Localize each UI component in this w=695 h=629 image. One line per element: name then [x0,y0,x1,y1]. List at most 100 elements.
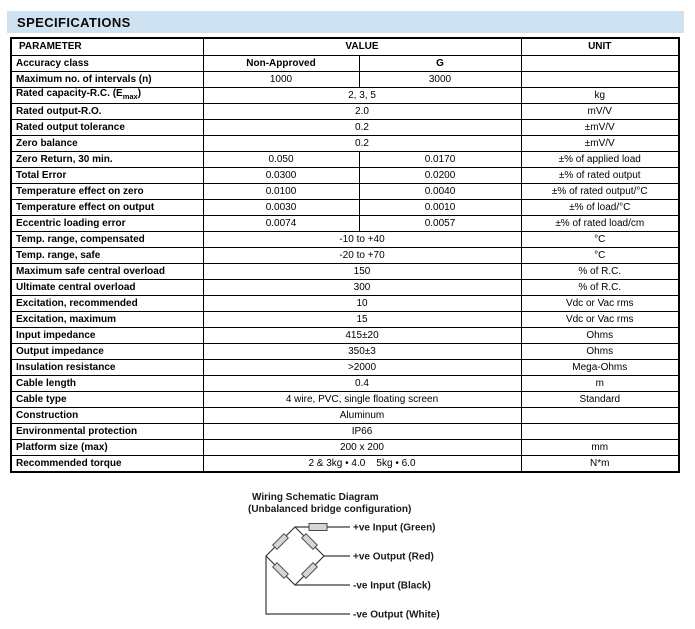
table-row: Eccentric loading error 0.0074 0.0057 ±%… [10,215,680,232]
wiring-diagram-title: Wiring Schematic Diagram [252,492,379,503]
unit-cell: ±mV/V [520,135,680,152]
unit-cell [520,71,680,88]
value-cell: 415±20 [202,327,522,344]
table-row: Construction Aluminum [10,407,680,424]
table-row: Maximum safe central overload 150 % of R… [10,263,680,280]
table-row: Temp. range, safe -20 to +70 °C [10,247,680,264]
value-cell: 1000 [202,71,360,88]
value-cell: 15 [202,311,522,328]
param-cell: Temperature effect on output [10,199,204,216]
param-cell: Recommended torque [10,455,204,473]
value-cell: 350±3 [202,343,522,360]
param-cell: Eccentric loading error [10,215,204,232]
value-cell: 0.0100 [202,183,360,200]
value-cell: 0.0300 [202,167,360,184]
unit-cell: mV/V [520,103,680,120]
unit-cell: N*m [520,455,680,473]
value-cell: -20 to +70 [202,247,522,264]
unit-cell [520,423,680,440]
unit-cell: ±mV/V [520,119,680,136]
label-pos-output: +ve Output (Red) [353,552,434,563]
specifications-table: PARAMETER VALUE UNIT Accuracy class Non-… [10,37,680,473]
param-cell: Ultimate central overload [10,279,204,296]
unit-cell: mm [520,439,680,456]
param-cell: Cable type [10,391,204,408]
unit-cell [520,407,680,424]
unit-cell: kg [520,87,680,104]
unit-cell: °C [520,247,680,264]
value-cell: Non-Approved [202,55,360,72]
unit-cell: Ohms [520,327,680,344]
label-neg-input: -ve Input (Black) [353,581,431,592]
wiring-schematic-diagram: Wiring Schematic Diagram (Unbalanced bri… [0,485,695,629]
param-cell: Excitation, recommended [10,295,204,312]
table-row: Environmental protection IP66 [10,423,680,440]
value-cell: 4 wire, PVC, single floating screen [202,391,522,408]
table-row: Zero balance 0.2 ±mV/V [10,135,680,152]
param-cell: Maximum safe central overload [10,263,204,280]
table-row: Ultimate central overload 300 % of R.C. [10,279,680,296]
table-row: Cable type 4 wire, PVC, single floating … [10,391,680,408]
param-cell: Rated capacity-R.C. (Emax) [10,87,204,104]
unit-cell: ±% of applied load [520,151,680,168]
table-row: Excitation, maximum 15 Vdc or Vac rms [10,311,680,328]
value-cell: 200 x 200 [202,439,522,456]
table-row: Input impedance 415±20 Ohms [10,327,680,344]
unit-cell: Vdc or Vac rms [520,311,680,328]
param-cell: Cable length [10,375,204,392]
param-cell: Environmental protection [10,423,204,440]
param-cell: Excitation, maximum [10,311,204,328]
table-row: Total Error 0.0300 0.0200 ±% of rated ou… [10,167,680,184]
table-row: Temp. range, compensated -10 to +40 °C [10,231,680,248]
param-cell: Temperature effect on zero [10,183,204,200]
value-cell: 0.4 [202,375,522,392]
unit-cell: Mega-Ohms [520,359,680,376]
table-row: Accuracy class Non-Approved G [10,55,680,72]
table-row: Temperature effect on output 0.0030 0.00… [10,199,680,216]
value-cell: 2.0 [202,103,522,120]
value-cell: 2 & 3kg • 4.0 5kg • 6.0 [202,455,522,473]
unit-cell: ±% of rated output/°C [520,183,680,200]
table-row: Insulation resistance >2000 Mega-Ohms [10,359,680,376]
param-cell: Insulation resistance [10,359,204,376]
table-row: Recommended torque 2 & 3kg • 4.0 5kg • 6… [10,455,680,473]
value-cell: 0.0200 [358,167,522,184]
unit-cell: ±% of rated load/cm [520,215,680,232]
value-cell: 0.0057 [358,215,522,232]
label-neg-output: -ve Output (White) [353,610,440,621]
specifications-header-band: SPECIFICATIONS [7,11,684,33]
unit-cell: Vdc or Vac rms [520,295,680,312]
table-row: Platform size (max) 200 x 200 mm [10,439,680,456]
table-row: Excitation, recommended 10 Vdc or Vac rm… [10,295,680,312]
param-cell: Temp. range, compensated [10,231,204,248]
unit-cell: ±% of rated output [520,167,680,184]
strain-gauge-resistor-top-left [272,533,289,550]
value-cell: 0.0030 [202,199,360,216]
param-cell: Accuracy class [10,55,204,72]
unit-cell: °C [520,231,680,248]
unit-cell: m [520,375,680,392]
unit-cell: Ohms [520,343,680,360]
bridge-schematic-svg: Wiring Schematic Diagram (Unbalanced bri… [248,492,440,621]
table-row: Rated output-R.O. 2.0 mV/V [10,103,680,120]
value-cell: 300 [202,279,522,296]
value-cell: IP66 [202,423,522,440]
unit-cell: ±% of load/°C [520,199,680,216]
wiring-diagram-subtitle: (Unbalanced bridge configuration) [248,504,411,515]
wire-neg-output [265,556,350,615]
value-cell: -10 to +40 [202,231,522,248]
value-cell: 2, 3, 5 [202,87,522,104]
col-header-unit: UNIT [520,37,680,56]
param-cell: Total Error [10,167,204,184]
param-cell: Platform size (max) [10,439,204,456]
strain-gauge-resistor-top-right [301,533,318,550]
table-row: Output impedance 350±3 Ohms [10,343,680,360]
unit-cell: % of R.C. [520,279,680,296]
value-cell: 150 [202,263,522,280]
param-cell: Temp. range, safe [10,247,204,264]
param-cell: Rated output-R.O. [10,103,204,120]
value-cell: Aluminum [202,407,522,424]
value-cell: 0.0170 [358,151,522,168]
strain-gauge-resistor-bottom-left [272,562,289,579]
param-cell: Output impedance [10,343,204,360]
